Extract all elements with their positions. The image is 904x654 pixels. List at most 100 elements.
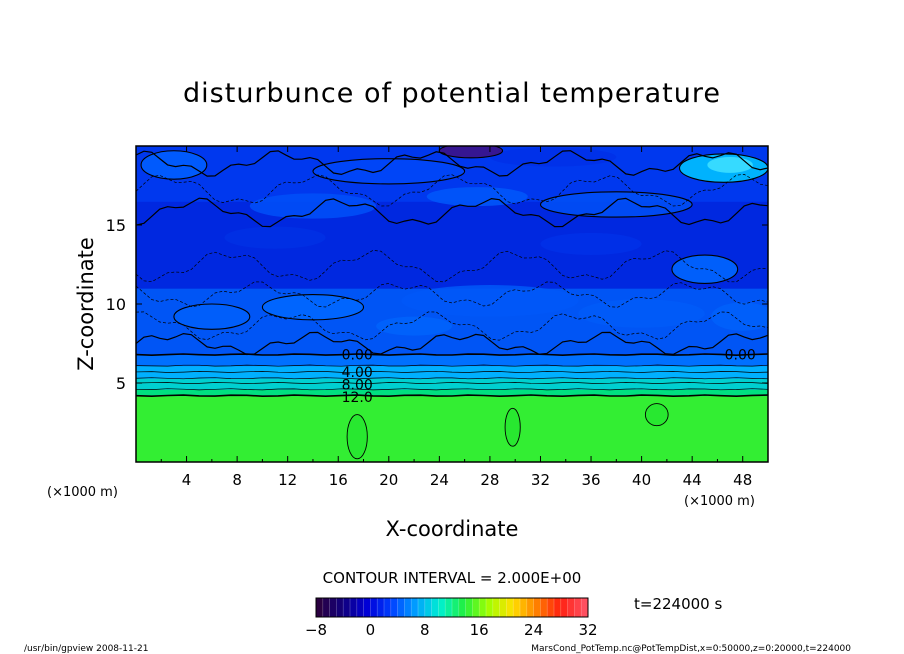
colorbar-segment [472,598,480,617]
x-tick-label-1: 8 [232,471,242,489]
time-label: t=224000 s [634,595,722,613]
field-low-patch-0 [346,414,368,460]
field-patch-11 [173,304,250,330]
colorbar-segment [506,598,514,617]
colorbar [315,598,589,617]
colorbar-segment [438,598,446,617]
contour-line-0 [136,394,768,398]
upper-contour-0 [136,331,768,356]
upper-contour-4 [136,197,768,228]
colorbar-segment [390,598,398,617]
colorbar-segment [424,598,432,617]
contour-cell-1 [678,153,768,183]
upper-contour-5 [136,174,768,207]
x-tick-label-5: 24 [430,471,449,489]
contour-lines [136,146,768,398]
contour-label-1: 4.00 [342,365,373,381]
x-tick-label-4: 20 [379,471,398,489]
colorbar-segment [431,598,439,617]
contour-label-2: 8.00 [342,378,373,394]
colorbar-tick-label-0: −8 [305,621,327,639]
colorbar-segment [499,598,507,617]
contour-cell-0 [140,150,208,180]
colorbar-segment [465,598,473,617]
field-patch-1 [312,158,465,184]
colorbar-segment [458,598,466,617]
colorbar-tick-label-2: 8 [420,621,430,639]
colorbar-segment [520,598,528,617]
colorbar-segment [384,598,392,617]
field-low-patch-2 [644,403,669,427]
x-tick-label-7: 32 [531,471,550,489]
field-low-patch-1 [504,407,521,447]
colorbar-tick-label-5: 32 [578,621,597,639]
field-band-4 [136,354,768,367]
upper-contour-2 [136,281,768,308]
contour-interval-label: CONTOUR INTERVAL = 2.000E+00 [323,569,582,587]
x-tick-label-2: 12 [278,471,297,489]
contour-line-4 [136,370,768,373]
field-patch-2 [489,147,617,167]
colorbar-segment [356,598,364,617]
colorbar-segment [350,598,358,617]
colorbar-segment [377,598,385,617]
field-patch-12 [578,299,705,328]
colorbar-segment [343,598,351,617]
colorbar-tick-label-4: 24 [524,621,543,639]
colorbar-segment [554,598,562,617]
contour-cell-3 [671,254,739,285]
colorbar-segment [336,598,344,617]
colorbar-segment [363,598,371,617]
contour-cell-2 [261,293,365,321]
field-band-1 [136,389,768,397]
colorbar-segment [445,598,453,617]
colorbar-segment [329,598,337,617]
colorbar-segment [581,598,589,617]
x-tick-label-0: 4 [182,471,192,489]
x-axis-unit: (×1000 m) [684,494,755,509]
x-axis-label: X-coordinate [386,517,519,541]
x-tick-label-6: 28 [480,471,499,489]
x-tick-label-10: 44 [683,471,702,489]
upper-contour-6 [136,150,768,177]
field-patch-15 [439,146,503,158]
field-patch-14 [376,316,452,336]
contour-cell-5 [539,191,693,218]
colorbar-segment [411,598,419,617]
colorbar-segment [574,598,582,617]
field-patch-7 [540,191,693,218]
upper-contour-3 [136,249,768,283]
colorbar-segment [404,598,412,617]
y-axis-unit: (×1000 m) [47,485,118,500]
colorbar-tick-label-1: 0 [366,621,376,639]
colorbar-segment [547,598,555,617]
field-patch-0 [141,150,207,180]
x-tick-label-11: 48 [733,471,752,489]
field-patch-10 [401,285,579,317]
field-patch-6 [426,187,528,207]
colorbar-segment [397,598,405,617]
colorbar-segment [479,598,487,617]
y-tick-label-2: 15 [106,216,126,235]
colorbar-segment [513,598,521,617]
colorbar-segment [540,598,548,617]
colorbar-segment [418,598,426,617]
x-tick-label-3: 16 [329,471,348,489]
y-tick-label-1: 10 [106,295,126,314]
colorbar-segment [322,598,330,617]
field-band-0 [136,395,768,462]
contour-label-4: 0.00 [725,348,756,364]
field-band-2 [136,378,768,390]
contour-cell-7 [173,303,251,330]
upper-contour-1 [136,311,768,341]
colorbar-frame [315,597,589,618]
colorbar-ticks: −8 0 8 16 24 32 [305,621,598,639]
colorbar-segment [452,598,460,617]
field-patch-13 [711,302,768,331]
contour-cell-6 [312,158,466,185]
y-axis-label: Z-coordinate [74,237,98,371]
footer-left: /usr/bin/gpview 2008-11-21 [24,644,148,654]
plot-area [136,146,768,462]
colorbar-segment [526,598,534,617]
